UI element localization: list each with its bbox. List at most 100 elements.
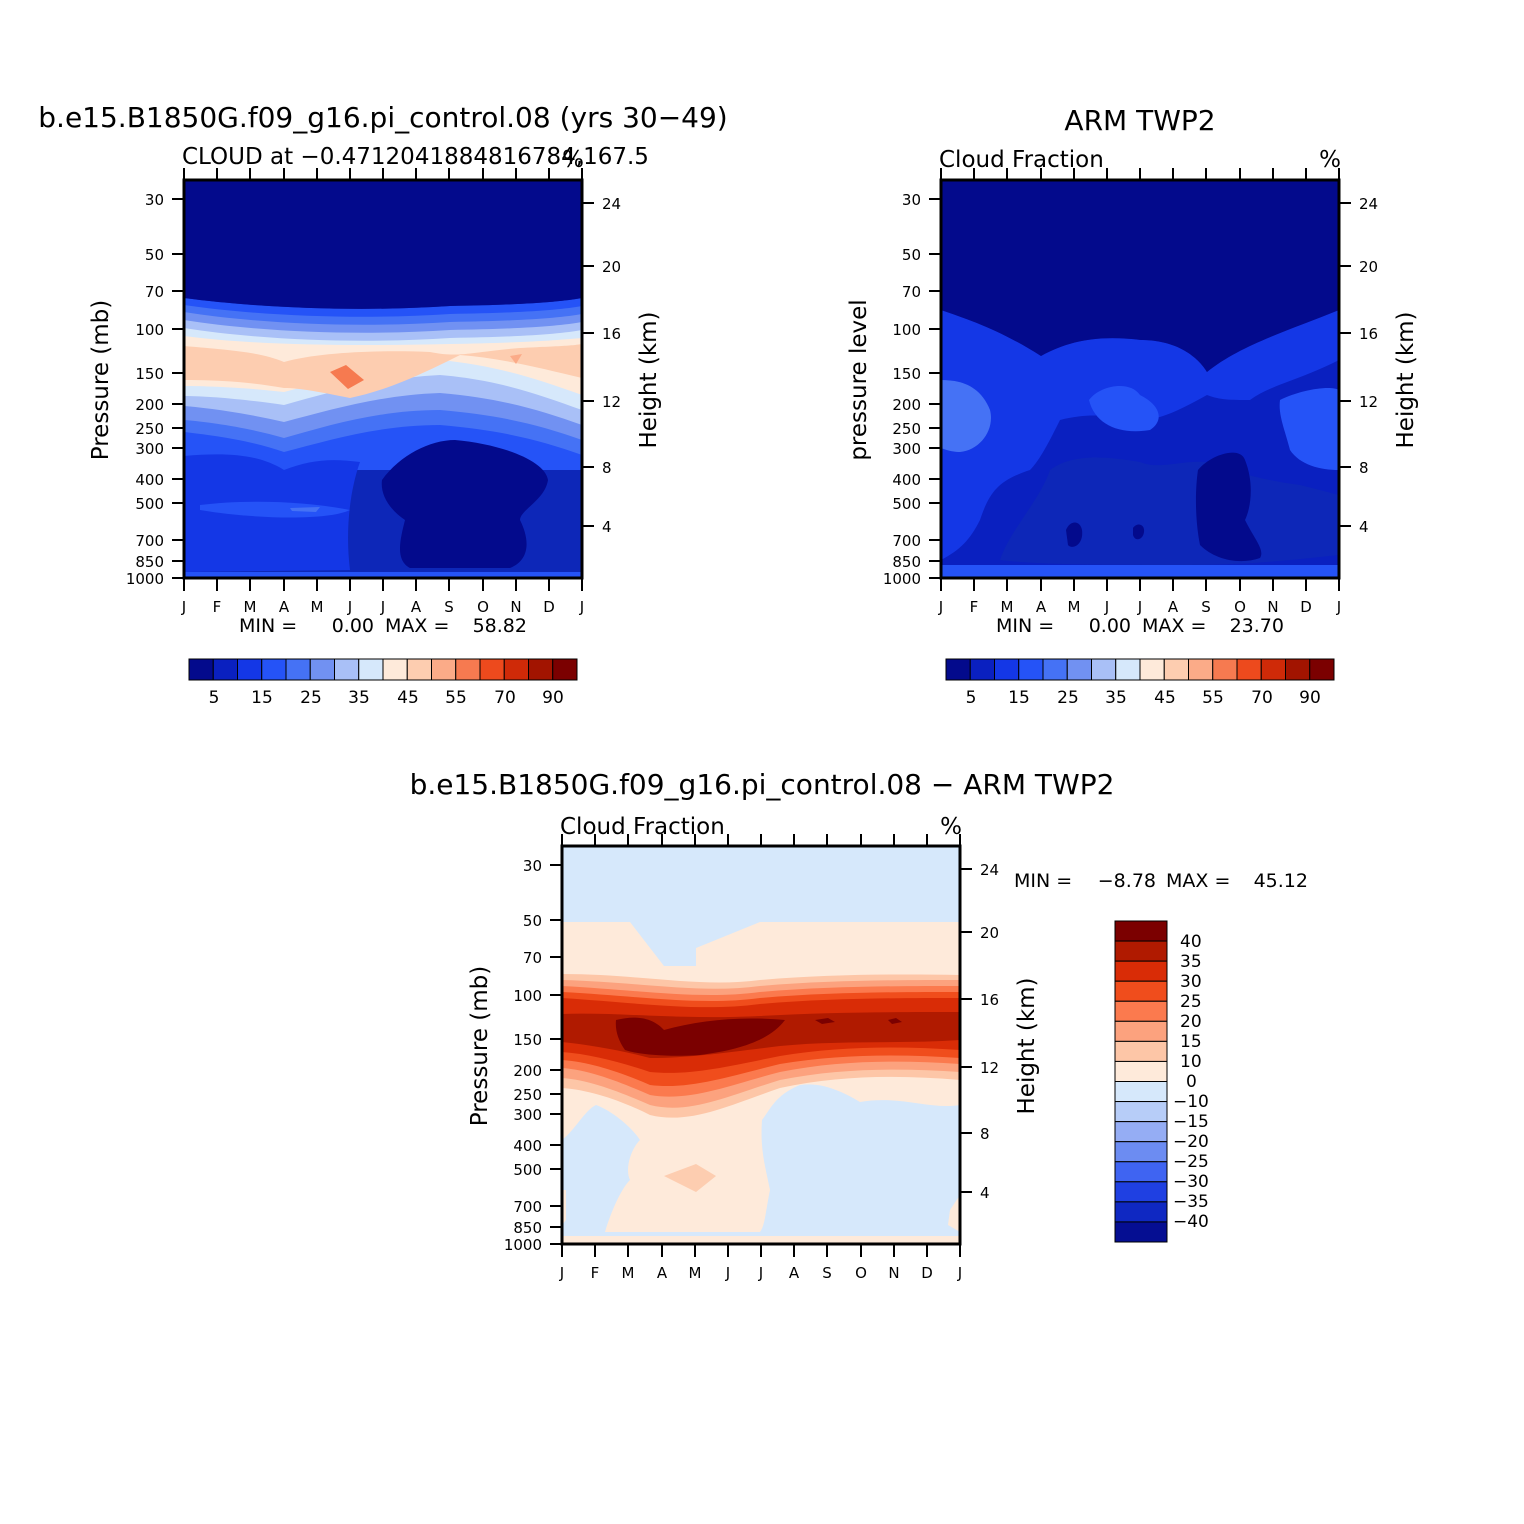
colorbar-swatch (1042, 658, 1068, 681)
y-tick-label: 50 (523, 912, 542, 930)
colorbar-label: 35 (348, 688, 370, 708)
x-tick-label: M (622, 1264, 635, 1282)
panel-diff-x-ticks (561, 834, 961, 1257)
colorbar-label: 25 (1180, 992, 1202, 1012)
colorbar-label: −30 (1173, 1172, 1209, 1192)
panel-diff-colorbar (1114, 920, 1168, 1243)
x-tick-label: S (444, 598, 454, 616)
y-tick-label: 100 (513, 987, 542, 1005)
x-tick-label: S (1201, 598, 1211, 616)
colorbar-swatch (1114, 1201, 1168, 1223)
panel-model-percent-label: % (562, 147, 584, 173)
y-tick-label: 850 (513, 1219, 542, 1237)
y-tick-label: 300 (135, 440, 164, 458)
panel-diff-y-right-tick-labels: 24 20 16 12 8 4 (980, 861, 999, 1202)
contour-fill (184, 180, 582, 309)
panel-model-left-label: CLOUD at −0.4712041884816784,167.5 (182, 144, 649, 170)
colorbar-swatch (1114, 920, 1168, 942)
colorbar-swatch (1114, 1060, 1168, 1082)
x-tick-label: J (725, 1264, 730, 1282)
x-tick-label: J (957, 1264, 962, 1282)
contour-fill (1279, 388, 1339, 470)
colorbar-label: 55 (1202, 688, 1224, 708)
contour-fill (664, 1164, 716, 1192)
y-tick-label: 200 (513, 1062, 542, 1080)
colorbar-label: −10 (1173, 1092, 1209, 1112)
colorbar-swatch (1139, 658, 1165, 681)
colorbar-swatch (358, 658, 384, 681)
colorbar-label: 45 (397, 688, 419, 708)
colorbar-swatch (1066, 658, 1092, 681)
panel-diff-percent-label: % (940, 814, 962, 840)
colorbar-swatch (1115, 658, 1141, 681)
y-tick-label: 150 (513, 1031, 542, 1049)
x-tick-label: M (311, 598, 324, 616)
panel-obs-colorbar-labels: 5 15 25 35 45 55 70 90 (966, 688, 1321, 708)
panel-obs-x-tick-labels: J F M A M J J A S O N D J (938, 598, 1341, 616)
panel-model-x-tick-labels: J F M A M J J A S O N D J (181, 598, 584, 616)
colorbar-swatch (309, 658, 335, 681)
contour-fill (941, 565, 1339, 578)
contour-fill (941, 180, 1339, 372)
colorbar-label: 15 (1180, 1032, 1202, 1052)
x-tick-label: S (822, 1264, 832, 1282)
colorbar-swatch (455, 658, 481, 681)
x-tick-label: D (543, 598, 555, 616)
y-right-tick-label: 16 (602, 325, 621, 343)
y-tick-label: 850 (892, 553, 921, 571)
x-tick-label: N (888, 1264, 899, 1282)
contour-fill (855, 1193, 865, 1215)
colorbar-label: 70 (1251, 688, 1273, 708)
contour-fill (815, 1018, 835, 1024)
panel-obs-min-value: 0.00 (1089, 615, 1131, 637)
colorbar-swatch (1114, 1141, 1168, 1163)
panel-diff-max-label: MAX = (1166, 870, 1230, 892)
x-tick-label: J (579, 598, 584, 616)
x-tick-label: D (1300, 598, 1312, 616)
y-tick-label: 400 (135, 471, 164, 489)
contour-fill (290, 507, 320, 512)
y-tick-label: 150 (135, 365, 164, 383)
y-tick-label: 250 (892, 420, 921, 438)
colorbar-swatch (1114, 960, 1168, 982)
colorbar-swatch (1285, 658, 1311, 681)
colorbar-label: 15 (251, 688, 273, 708)
y-tick-label: 700 (135, 532, 164, 550)
x-tick-label: A (411, 598, 422, 616)
y-right-tick-label: 8 (602, 459, 612, 477)
y-tick-label: 700 (892, 532, 921, 550)
contour-fill (184, 344, 582, 398)
colorbar-label: 90 (1299, 688, 1321, 708)
panel-obs-max-value: 23.70 (1230, 615, 1284, 637)
colorbar-label: 35 (1180, 952, 1202, 972)
colorbar-swatch (212, 658, 238, 681)
x-tick-label: J (758, 1264, 763, 1282)
colorbar-swatch (1114, 1161, 1168, 1183)
colorbar-label: 45 (1154, 688, 1176, 708)
panel-model-max-label: MAX = (385, 615, 449, 637)
contour-fill (941, 380, 991, 452)
panel-obs-y-tick-labels: 30 50 70 100 150 200 250 300 400 500 700… (883, 191, 921, 588)
contour-fill (1066, 522, 1083, 547)
x-tick-label: F (970, 598, 979, 616)
colorbar-swatch (382, 658, 408, 681)
y-right-tick-label: 16 (1359, 325, 1378, 343)
x-tick-label: N (510, 598, 521, 616)
y-tick-label: 300 (892, 440, 921, 458)
colorbar-label: 5 (966, 688, 977, 708)
panel-obs-y-ticks (929, 198, 1351, 579)
colorbar-swatch (1114, 940, 1168, 962)
x-tick-label: A (279, 598, 290, 616)
panel-diff-y-tick-labels: 30 50 70 100 150 200 250 300 400 500 700… (504, 857, 542, 1254)
panel-diff-min-label: MIN = (1014, 870, 1072, 892)
panel-diff-y-ticks (550, 864, 972, 1245)
panel-obs-colorbar (945, 658, 1335, 681)
colorbar-label: −25 (1173, 1152, 1209, 1172)
x-tick-label: N (1267, 598, 1278, 616)
panel-obs-x-ticks (940, 168, 1340, 591)
x-tick-label: O (477, 598, 489, 616)
y-right-tick-label: 4 (980, 1184, 990, 1202)
colorbar-label: 25 (300, 688, 322, 708)
colorbar-swatch (1114, 980, 1168, 1002)
y-right-tick-label: 16 (980, 991, 999, 1009)
